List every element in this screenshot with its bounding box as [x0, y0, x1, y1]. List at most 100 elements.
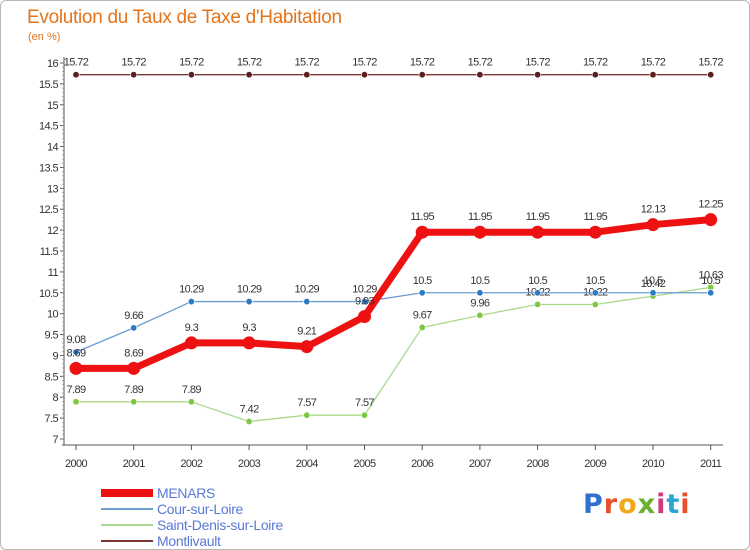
x-tick-label: 2003: [238, 458, 261, 470]
data-point-menars: [184, 336, 198, 350]
data-point-menars: [646, 218, 660, 232]
data-label-montlivault: 15.72: [698, 57, 723, 69]
chart-subtitle: (en %): [28, 31, 61, 43]
data-point-menars: [300, 340, 314, 354]
data-label-montlivault: 15.72: [583, 57, 608, 69]
x-tick-label: 2007: [469, 458, 492, 470]
legend-item-saint-denis-sur-loire: Saint-Denis-sur-Loire: [101, 517, 283, 533]
data-point-saint-denis-sur-loire: [591, 300, 599, 308]
data-label-montlivault: 15.72: [641, 57, 666, 69]
data-label-montlivault: 15.72: [295, 57, 320, 69]
data-label-menars: 9.93: [355, 296, 374, 308]
data-point-saint-denis-sur-loire: [130, 398, 138, 406]
y-tick-label: 15: [47, 100, 59, 112]
data-point-saint-denis-sur-loire: [360, 411, 368, 419]
data-point-saint-denis-sur-loire: [245, 417, 253, 425]
data-point-montlivault: [707, 71, 715, 79]
y-tick-label: 13: [47, 183, 59, 195]
proxiti-logo: Proxiti: [583, 489, 691, 520]
data-label-saint-denis-sur-loire: 9.96: [470, 297, 489, 309]
logo-letter: x: [637, 489, 657, 520]
data-point-saint-denis-sur-loire: [303, 411, 311, 419]
y-tick-label: 10.5: [39, 288, 58, 300]
logo-letter: i: [656, 489, 667, 520]
data-point-cour-sur-loire: [649, 289, 657, 297]
data-label-montlivault: 15.72: [121, 57, 146, 69]
data-point-menars: [473, 225, 487, 239]
data-point-cour-sur-loire: [707, 289, 715, 297]
data-point-cour-sur-loire: [187, 298, 195, 306]
legend-item-montlivault: Montlivault: [101, 533, 283, 549]
data-point-menars: [127, 361, 141, 375]
x-tick-label: 2004: [296, 458, 319, 470]
logo-letter: o: [618, 489, 638, 520]
x-tick-label: 2001: [123, 458, 146, 470]
data-label-saint-denis-sur-loire: 10.63: [698, 269, 723, 281]
y-tick-label: 7.5: [45, 413, 59, 425]
data-label-cour-sur-loire: 9.66: [124, 310, 143, 322]
data-point-montlivault: [418, 71, 426, 79]
logo-letter: r: [603, 489, 619, 520]
legend-label-montlivault: Montlivault: [157, 533, 221, 549]
logo-letter: t: [666, 489, 681, 520]
data-point-cour-sur-loire: [72, 348, 80, 356]
data-point-saint-denis-sur-loire: [187, 398, 195, 406]
y-tick-label: 13.5: [39, 162, 58, 174]
data-label-montlivault: 15.72: [179, 57, 204, 69]
data-label-saint-denis-sur-loire: 7.89: [124, 384, 143, 396]
data-label-cour-sur-loire: 10.29: [352, 284, 377, 296]
data-point-saint-denis-sur-loire: [476, 311, 484, 319]
data-label-saint-denis-sur-loire: 9.67: [413, 309, 432, 321]
data-point-menars: [69, 361, 83, 375]
data-point-cour-sur-loire: [245, 298, 253, 306]
data-point-saint-denis-sur-loire: [72, 398, 80, 406]
legend-swatch-cour-sur-loire: [101, 508, 153, 510]
y-tick-label: 8: [52, 392, 58, 404]
data-label-cour-sur-loire: 10.5: [586, 275, 605, 287]
legend-swatch-montlivault: [101, 540, 153, 542]
data-label-cour-sur-loire: 10.5: [528, 275, 547, 287]
data-point-montlivault: [245, 71, 253, 79]
data-point-menars: [415, 225, 429, 239]
data-point-cour-sur-loire: [130, 324, 138, 332]
data-label-cour-sur-loire: 10.5: [470, 275, 489, 287]
legend-label-saint-denis-sur-loire: Saint-Denis-sur-Loire: [157, 517, 283, 533]
data-point-montlivault: [534, 71, 542, 79]
legend-item-cour-sur-loire: Cour-sur-Loire: [101, 501, 283, 517]
data-label-menars: 8.69: [66, 347, 85, 359]
data-point-saint-denis-sur-loire: [418, 323, 426, 331]
x-tick-label: 2000: [65, 458, 88, 470]
logo-letter: P: [583, 489, 604, 520]
data-label-menars: 11.95: [583, 211, 607, 223]
y-tick-label: 14: [47, 142, 59, 154]
data-label-menars: 11.95: [526, 211, 550, 223]
data-label-saint-denis-sur-loire: 7.42: [240, 403, 259, 415]
data-label-menars: 9.3: [185, 322, 199, 334]
data-point-cour-sur-loire: [360, 298, 368, 306]
data-label-montlivault: 15.72: [352, 57, 377, 69]
y-tick-label: 10: [47, 309, 59, 321]
chart-title: Evolution du Taux de Taxe d'Habitation: [27, 7, 342, 28]
data-point-menars: [242, 336, 256, 350]
data-label-montlivault: 15.72: [525, 57, 550, 69]
legend-swatch-saint-denis-sur-loire: [101, 524, 153, 526]
data-label-saint-denis-sur-loire: 7.89: [182, 384, 201, 396]
y-tick-label: 9.5: [45, 330, 59, 342]
y-tick-label: 12: [47, 225, 59, 237]
series-line-saint-denis-sur-loire: [75, 286, 712, 423]
x-tick-label: 2011: [700, 458, 722, 470]
x-tick-label: 2005: [353, 458, 376, 470]
data-label-saint-denis-sur-loire: 10.42: [641, 278, 666, 290]
data-label-montlivault: 15.72: [237, 57, 262, 69]
y-tick-label: 14.5: [39, 121, 58, 133]
y-tick-label: 9: [52, 350, 58, 362]
legend-label-cour-sur-loire: Cour-sur-Loire: [157, 501, 244, 517]
data-label-menars: 9.21: [297, 326, 316, 338]
y-tick-label: 11: [48, 267, 59, 279]
logo-letter: i: [680, 489, 691, 520]
legend-label-menars: MENARS: [157, 485, 216, 501]
data-point-menars: [358, 310, 371, 324]
data-label-saint-denis-sur-loire: 7.57: [297, 397, 316, 409]
